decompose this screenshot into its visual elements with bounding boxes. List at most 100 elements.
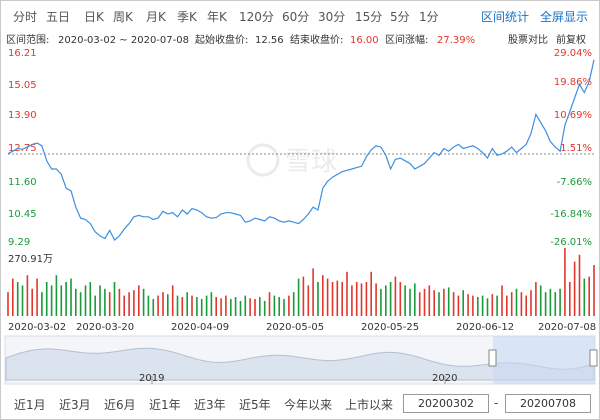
- pct-tick: 1.51%: [560, 143, 592, 154]
- volume-bar: [75, 288, 77, 316]
- price-line: [7, 59, 595, 241]
- volume-bar: [152, 299, 155, 316]
- tab-week-k[interactable]: 周K: [113, 10, 133, 24]
- start-date-input[interactable]: [403, 394, 489, 413]
- tab-30min[interactable]: 30分: [318, 10, 346, 24]
- volume-bar: [535, 282, 537, 316]
- volume-bar: [123, 295, 125, 316]
- volume-bar: [578, 254, 581, 316]
- tab-year-k[interactable]: 年K: [207, 10, 227, 24]
- volume-bar: [539, 285, 542, 316]
- volume-bar: [443, 288, 445, 316]
- volume-bar: [200, 299, 203, 316]
- volume-bar: [486, 298, 489, 316]
- navigator-selection: [493, 336, 595, 384]
- volume-bar: [128, 292, 130, 316]
- range-button-3m[interactable]: 近3月: [59, 398, 91, 412]
- tab-month-k[interactable]: 月K: [146, 10, 166, 24]
- range-info-bar: 区间范围: 2020-03-02 ~ 2020-07-08 起始收盘价: 12.…: [0, 33, 600, 49]
- range-button-5y[interactable]: 近5年: [239, 398, 271, 412]
- volume-bar: [331, 282, 334, 316]
- end-date-input[interactable]: [505, 394, 591, 413]
- volume-bar: [113, 282, 116, 316]
- volume-max-label: 270.91万: [8, 254, 53, 265]
- volume-bar: [94, 295, 96, 316]
- range-button-1m[interactable]: 近1月: [14, 398, 46, 412]
- volume-bar: [573, 261, 576, 316]
- tab-15min[interactable]: 15分: [355, 10, 383, 24]
- range-button-3y[interactable]: 近3年: [194, 398, 226, 412]
- x-tick: 2020-06-12: [456, 322, 515, 333]
- volume-bar: [370, 271, 372, 316]
- fullscreen-link[interactable]: 全屏显示: [540, 10, 589, 24]
- volume-bar: [205, 295, 208, 316]
- volume-bar: [171, 285, 174, 316]
- pct-tick: 19.86%: [553, 77, 592, 88]
- range-button-ytd[interactable]: 今年以来: [284, 398, 333, 412]
- volume-bar: [50, 285, 53, 316]
- tab-quarter-k[interactable]: 季K: [177, 10, 197, 24]
- price-tick: 15.05: [8, 80, 37, 91]
- end-price-value: 16.00: [350, 35, 379, 46]
- x-tick: 2020-07-08: [538, 322, 597, 333]
- volume-bar: [249, 298, 251, 316]
- volume-bar: [515, 288, 518, 316]
- volume-bar: [312, 268, 314, 316]
- volume-bar: [307, 285, 310, 316]
- volume-bar: [477, 297, 479, 316]
- volume-series: [7, 248, 595, 316]
- range-stats-link[interactable]: 区间统计: [481, 10, 530, 24]
- volume-bar: [462, 290, 464, 316]
- volume-bar: [549, 288, 552, 316]
- volume-bar: [588, 276, 590, 316]
- change-value: 27.39%: [437, 35, 476, 46]
- tab-intraday[interactable]: 分时: [13, 10, 38, 24]
- volume-bar: [336, 280, 339, 316]
- navigator-left-handle[interactable]: [488, 349, 497, 367]
- volume-bar: [583, 278, 586, 316]
- volume-bar: [138, 285, 140, 316]
- volume-bar: [167, 294, 169, 316]
- volume-bar: [157, 295, 159, 316]
- tab-five-day[interactable]: 五日: [46, 10, 71, 24]
- range-button-1y[interactable]: 近1年: [149, 398, 181, 412]
- range-button-bar: 近1月 近3月 近6月 近1年 近3年 近5年 今年以来 上市以来 -: [0, 393, 600, 415]
- volume-bar: [569, 282, 571, 316]
- tab-1min[interactable]: 1分: [419, 10, 439, 24]
- price-tick: 9.29: [8, 237, 31, 248]
- volume-bar: [176, 295, 179, 316]
- svg-text:雪球: 雪球: [285, 147, 337, 177]
- volume-bar: [60, 285, 63, 316]
- period-tabs: 分时 五日 日K 周K 月K 季K 年K 120分 60分 30分 15分 5分…: [0, 0, 600, 32]
- stock-compare-link[interactable]: 股票对比: [508, 35, 548, 46]
- volume-bar: [244, 295, 247, 316]
- adjust-mode-select[interactable]: 前复权: [556, 35, 586, 46]
- volume-bar: [501, 285, 503, 316]
- volume-bar: [99, 285, 101, 316]
- volume-bar: [564, 248, 566, 316]
- volume-bar: [380, 288, 382, 316]
- volume-bar: [84, 285, 87, 316]
- volume-bar: [447, 287, 450, 316]
- volume-bar: [530, 290, 532, 316]
- volume-bar: [239, 301, 242, 316]
- volume-bar: [510, 292, 513, 316]
- pct-tick: 29.04%: [553, 48, 592, 59]
- volume-bar: [263, 301, 266, 316]
- volume-bar: [36, 278, 38, 316]
- volume-bar: [404, 285, 406, 316]
- tab-5min[interactable]: 5分: [390, 10, 410, 24]
- price-series: [7, 59, 595, 241]
- volume-bar: [31, 288, 33, 316]
- navigator-right-handle[interactable]: [589, 349, 598, 367]
- date-separator: -: [494, 396, 499, 410]
- tab-120min[interactable]: 120分: [239, 10, 274, 24]
- range-button-6m[interactable]: 近6月: [104, 398, 136, 412]
- tab-60min[interactable]: 60分: [282, 10, 310, 24]
- volume-bar: [45, 282, 48, 316]
- volume-bar: [481, 295, 484, 316]
- volume-bar: [273, 295, 276, 316]
- range-button-since-ipo[interactable]: 上市以来: [345, 398, 394, 412]
- tab-day-k[interactable]: 日K: [84, 10, 104, 24]
